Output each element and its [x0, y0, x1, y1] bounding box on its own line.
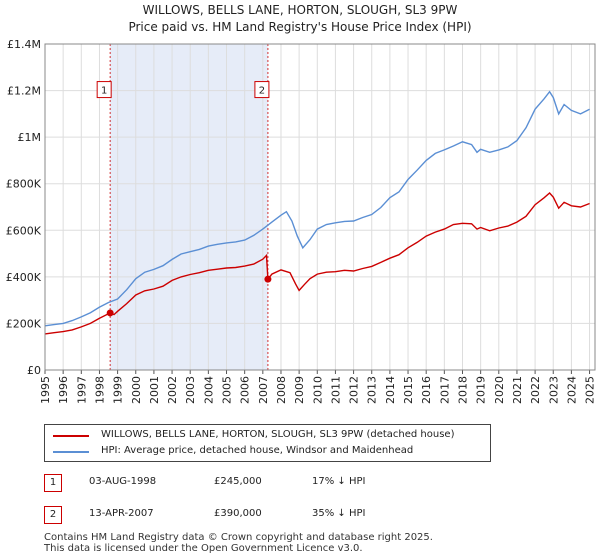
- price-chart: £0 £200K £400K £600K £800K £1M £1.2M £1.4M 1995 1…: [6, 38, 597, 404]
- x-tick-label: 2007: [257, 376, 270, 404]
- legend-label-hpi: HPI: Average price, detached house, Wind…: [101, 445, 414, 456]
- chart-title: WILLOWS, BELLS LANE, HORTON, SLOUGH, SL3…: [142, 3, 458, 17]
- sale-row-1: 1 03-AUG-1998 £245,000 17% ↓ HPI: [44, 474, 564, 492]
- sale-badge-label: 1: [101, 86, 107, 97]
- x-tick-label: 2024: [565, 376, 578, 404]
- y-tick-label: £0: [27, 364, 41, 377]
- y-tick-label: £200K: [6, 317, 42, 330]
- x-tick-label: 2002: [166, 376, 179, 404]
- y-tick-label: £800K: [6, 178, 42, 191]
- sale-badge: 2: [44, 506, 62, 524]
- x-tick-label: 2022: [529, 376, 542, 404]
- x-tick-label: 2023: [547, 376, 560, 404]
- plot-frame: [44, 43, 596, 371]
- x-tick-label: 2020: [493, 376, 506, 404]
- y-tick-label: £1.4M: [7, 38, 41, 51]
- legend-swatch-hpi: [53, 451, 89, 453]
- x-tick-label: 2010: [311, 376, 324, 404]
- y-tick-label: £1M: [18, 131, 42, 144]
- x-tick-label: 1998: [93, 376, 106, 404]
- y-tick-label: £1.2M: [7, 85, 41, 98]
- x-tick-label: 2013: [366, 376, 379, 404]
- sale-date: 03-AUG-1998: [89, 476, 157, 487]
- x-tick-label: 2000: [130, 376, 143, 404]
- x-tick-label: 2003: [184, 376, 197, 404]
- x-tick-label: 2011: [329, 376, 342, 404]
- x-tick-label: 2005: [221, 376, 234, 404]
- sale-badge-label: 2: [259, 86, 265, 97]
- x-tick-label: 2014: [384, 376, 397, 404]
- sale-badge: 1: [44, 474, 62, 492]
- x-tick-label: 2015: [402, 376, 415, 404]
- x-tick-label: 2006: [239, 376, 252, 404]
- x-tick-label: 2017: [438, 376, 451, 404]
- x-tick-label: 2008: [275, 376, 288, 404]
- x-tick-label: 2009: [293, 376, 306, 404]
- x-tick-label: 2016: [420, 376, 433, 404]
- x-tick-label: 1995: [39, 376, 52, 404]
- sale-point: [106, 309, 114, 317]
- sale-price: £390,000: [214, 508, 262, 519]
- sale-price: £245,000: [214, 476, 262, 487]
- x-tick-label: 2012: [348, 376, 361, 404]
- y-tick-label: £600K: [6, 224, 42, 237]
- x-tick-label: 1999: [112, 376, 125, 404]
- sale-hpi-diff: 35% ↓ HPI: [312, 508, 366, 519]
- sale-badge-box: [254, 81, 270, 99]
- footer-license: This data is licensed under the Open Gov…: [44, 543, 363, 554]
- x-tick-label: 2019: [475, 376, 488, 404]
- ownership-shade: [110, 44, 268, 370]
- sale-date: 13-APR-2007: [89, 508, 154, 519]
- x-tick-label: 2025: [584, 376, 597, 404]
- legend-label-property: WILLOWS, BELLS LANE, HORTON, SLOUGH, SL3…: [101, 429, 455, 440]
- legend: WILLOWS, BELLS LANE, HORTON, SLOUGH, SL3…: [44, 424, 491, 462]
- x-tick-label: 1997: [75, 376, 88, 404]
- x-tick-label: 2018: [456, 376, 469, 404]
- sale-badge-box: [96, 81, 112, 99]
- y-tick-label: £400K: [6, 271, 42, 284]
- sale-point: [264, 275, 272, 283]
- footer-copyright: Contains HM Land Registry data © Crown c…: [44, 532, 433, 543]
- series-line-hpi: [44, 90, 590, 327]
- x-tick-label: 2021: [511, 376, 524, 404]
- sale-hpi-diff: 17% ↓ HPI: [312, 476, 366, 487]
- sale-row-2: 2 13-APR-2007 £390,000 35% ↓ HPI: [44, 506, 564, 524]
- series-line-property: [44, 192, 590, 335]
- x-tick-label: 1996: [57, 376, 70, 404]
- legend-swatch-property: [53, 435, 89, 437]
- x-tick-label: 2004: [202, 376, 215, 404]
- x-tick-label: 2001: [148, 376, 161, 404]
- chart-subtitle: Price paid vs. HM Land Registry's House …: [128, 20, 472, 34]
